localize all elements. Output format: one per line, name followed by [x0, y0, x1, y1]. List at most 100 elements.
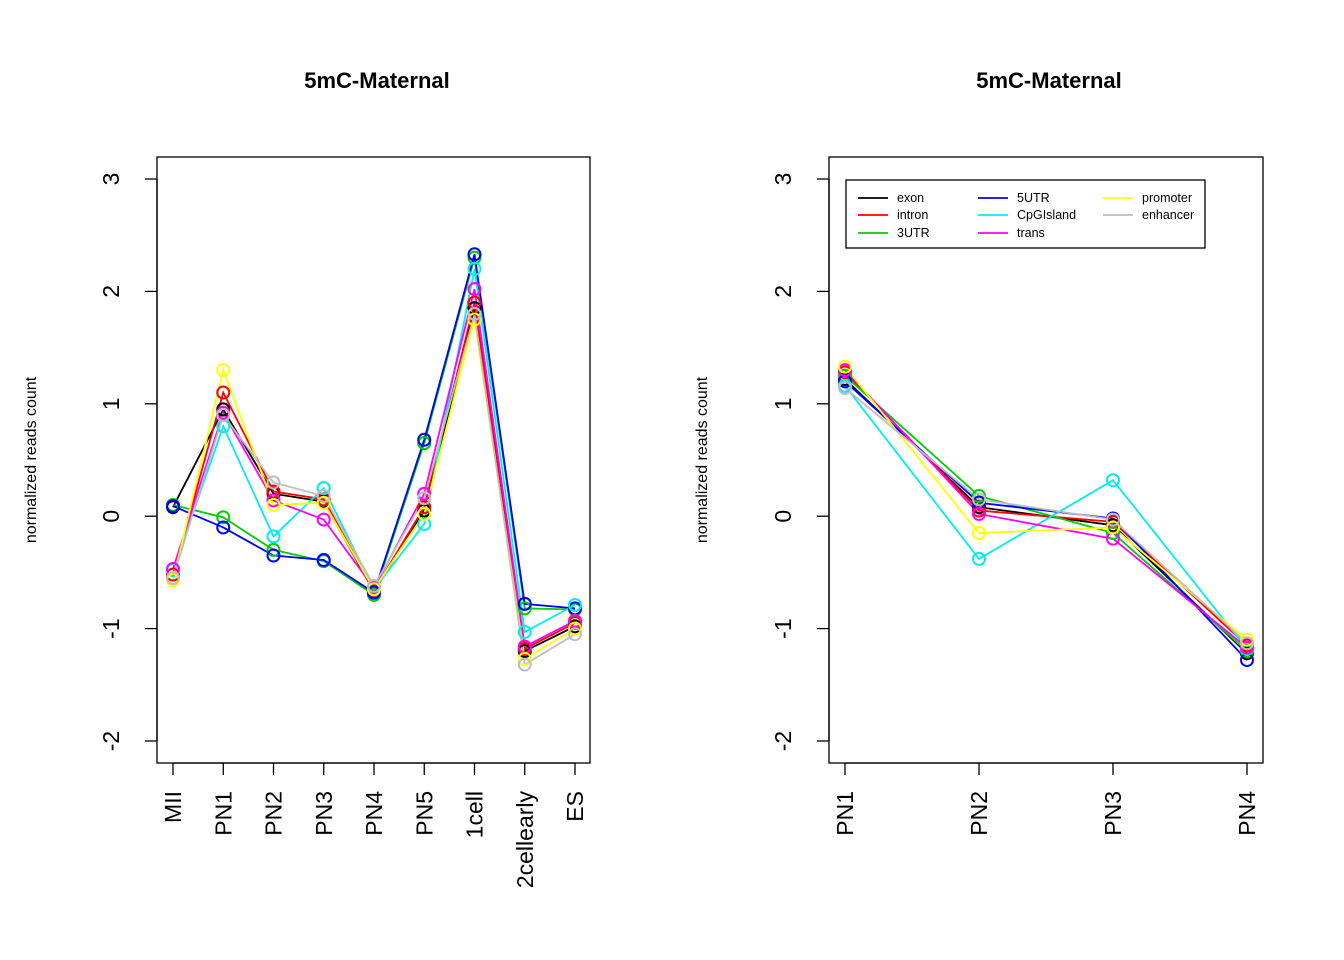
right-y-tick-label: 3 — [770, 173, 796, 186]
right-point-CpGIsland — [972, 551, 986, 566]
left-point-5UTR — [316, 553, 331, 568]
left-point-3UTR — [266, 542, 281, 557]
left-point-5UTR — [166, 499, 180, 514]
left-point-intron — [417, 500, 432, 515]
right-y-tick-label: -2 — [770, 731, 796, 751]
left-point-promoter — [266, 497, 281, 512]
right-series-line-CpGIsland — [844, 385, 1248, 650]
right-point-trans — [1240, 640, 1254, 655]
left-point-trans — [316, 512, 331, 527]
legend-label-5UTR: 5UTR — [1017, 191, 1050, 205]
right-x-tick-label: PN1 — [832, 791, 858, 836]
right-point-CpGIsland — [1106, 473, 1120, 488]
left-point-5UTR — [266, 548, 281, 563]
left-x-tick-label: MII — [160, 791, 186, 823]
left-point-CpGIsland — [417, 517, 432, 532]
left-y-tick-label: -1 — [98, 618, 124, 638]
legend: exon intron 3UTR 5UTR CpGIsland trans promoter… — [845, 179, 1206, 249]
left-point-intron — [216, 385, 231, 400]
left-point-CpGIsland — [467, 261, 482, 276]
right-y-axis: -2 -1 0 1 2 3 — [770, 173, 830, 751]
left-point-CpGIsland — [517, 624, 532, 639]
left-point-promoter — [467, 312, 482, 327]
left-point-trans — [467, 282, 482, 297]
left-point-5UTR — [467, 247, 482, 262]
right-series-line-trans — [844, 369, 1248, 649]
left-point-CpGIsland — [316, 481, 331, 496]
left-chart-panel: 5mC-Maternal normalized reads count -2 -1… — [23, 68, 591, 889]
left-point-enhancer — [367, 578, 381, 593]
left-point-5UTR — [517, 596, 532, 611]
left-y-tick-label: 1 — [98, 397, 124, 410]
left-point-CpGIsland — [266, 529, 281, 544]
left-point-promoter — [517, 651, 532, 666]
right-point-promoter — [1106, 520, 1120, 535]
left-x-tick-label: PN5 — [411, 791, 437, 836]
right-point-enhancer — [972, 492, 986, 507]
left-point-enhancer — [417, 491, 432, 506]
right-point-promoter — [972, 526, 986, 541]
left-y-axis: -2 -1 0 1 2 3 — [98, 173, 158, 751]
left-point-trans — [417, 486, 432, 501]
left-point-promoter — [316, 495, 331, 510]
left-x-tick-label: 1cell — [462, 791, 488, 838]
left-point-enhancer — [568, 627, 582, 642]
left-y-tick-label: 2 — [98, 285, 124, 298]
left-series-group — [166, 247, 582, 672]
left-x-tick-label: ES — [562, 791, 588, 822]
left-x-axis: MII PN1 PN2 PN3 PN4 PN5 1cell 2cellearly ES — [160, 762, 588, 889]
legend-label-trans: trans — [1017, 226, 1045, 240]
legend-label-exon: exon — [897, 191, 924, 205]
left-chart-ylabel: normalized reads count — [23, 376, 40, 543]
right-point-promoter — [838, 359, 852, 374]
right-chart-title: 5mC-Maternal — [976, 68, 1121, 93]
right-point-enhancer — [1240, 636, 1254, 651]
left-point-enhancer — [517, 657, 532, 672]
right-y-tick-label: 1 — [770, 397, 796, 410]
legend-label-enhancer: enhancer — [1142, 208, 1194, 222]
right-x-tick-label: PN4 — [1234, 791, 1260, 836]
right-chart-panel: 5mC-Maternal normalized reads count -2 -1… — [694, 68, 1264, 836]
left-point-enhancer — [467, 306, 482, 321]
right-chart-ylabel: normalized reads count — [694, 376, 711, 543]
left-point-enhancer — [216, 408, 231, 423]
right-point-enhancer — [838, 381, 852, 396]
legend-label-intron: intron — [897, 208, 928, 222]
left-chart-title: 5mC-Maternal — [304, 68, 449, 93]
right-series-line-promoter — [844, 366, 1248, 641]
left-point-5UTR — [216, 520, 231, 535]
left-point-5UTR — [417, 432, 432, 447]
left-y-tick-label: 3 — [98, 173, 124, 186]
right-point-enhancer — [1106, 512, 1120, 527]
left-x-tick-label: PN3 — [311, 791, 337, 836]
left-x-tick-label: PN1 — [210, 791, 236, 836]
left-x-tick-label: 2cellearly — [512, 791, 538, 889]
right-y-tick-label: 0 — [770, 510, 796, 523]
left-point-CpGIsland — [568, 597, 582, 612]
legend-box — [845, 179, 1206, 249]
right-y-tick-label: -1 — [770, 618, 796, 638]
right-series-line-enhancer — [844, 387, 1248, 644]
right-series-group — [838, 359, 1254, 668]
left-point-promoter — [568, 621, 582, 636]
legend-label-promoter: promoter — [1142, 191, 1192, 205]
right-point-trans — [972, 506, 986, 521]
left-point-trans — [568, 613, 582, 628]
left-point-enhancer — [166, 571, 180, 586]
left-point-intron — [266, 484, 281, 499]
right-point-3UTR — [1106, 526, 1120, 541]
left-point-enhancer — [266, 475, 281, 490]
right-x-tick-label: PN2 — [966, 791, 992, 836]
legend-label-CpGIsland: CpGIsland — [1017, 208, 1076, 222]
left-x-tick-label: PN4 — [361, 791, 387, 836]
right-y-tick-label: 2 — [770, 285, 796, 298]
right-x-axis: PN1 PN2 PN3 PN4 — [832, 762, 1260, 836]
left-point-3UTR — [517, 601, 532, 616]
left-point-promoter — [216, 363, 231, 378]
left-point-promoter — [417, 506, 432, 521]
left-x-tick-label: PN2 — [261, 791, 287, 836]
left-y-tick-label: -2 — [98, 731, 124, 751]
right-x-tick-label: PN3 — [1100, 791, 1126, 836]
left-point-3UTR — [216, 510, 231, 525]
